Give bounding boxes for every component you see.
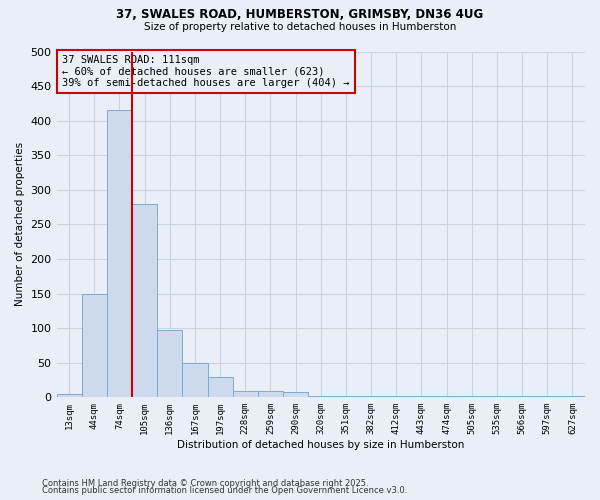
Bar xyxy=(308,396,334,398)
Bar xyxy=(283,392,308,398)
Bar xyxy=(434,396,459,398)
Bar xyxy=(383,396,409,398)
Bar xyxy=(182,362,208,398)
Bar xyxy=(56,394,82,398)
Bar xyxy=(258,391,283,398)
Y-axis label: Number of detached properties: Number of detached properties xyxy=(15,142,25,306)
Bar xyxy=(359,396,383,398)
Bar xyxy=(484,396,509,398)
Text: Contains public sector information licensed under the Open Government Licence v3: Contains public sector information licen… xyxy=(42,486,407,495)
Bar xyxy=(560,396,585,398)
Bar xyxy=(233,391,258,398)
Bar xyxy=(409,396,434,398)
Bar xyxy=(82,294,107,398)
Bar xyxy=(132,204,157,398)
Text: Size of property relative to detached houses in Humberston: Size of property relative to detached ho… xyxy=(144,22,456,32)
Text: 37, SWALES ROAD, HUMBERSTON, GRIMSBY, DN36 4UG: 37, SWALES ROAD, HUMBERSTON, GRIMSBY, DN… xyxy=(116,8,484,20)
Bar xyxy=(509,396,535,398)
Text: Contains HM Land Registry data © Crown copyright and database right 2025.: Contains HM Land Registry data © Crown c… xyxy=(42,478,368,488)
Bar xyxy=(208,376,233,398)
X-axis label: Distribution of detached houses by size in Humberston: Distribution of detached houses by size … xyxy=(177,440,464,450)
Bar xyxy=(459,396,484,398)
Bar xyxy=(107,110,132,398)
Bar xyxy=(535,396,560,398)
Text: 37 SWALES ROAD: 111sqm
← 60% of detached houses are smaller (623)
39% of semi-de: 37 SWALES ROAD: 111sqm ← 60% of detached… xyxy=(62,55,349,88)
Bar xyxy=(334,396,359,398)
Bar xyxy=(157,330,182,398)
